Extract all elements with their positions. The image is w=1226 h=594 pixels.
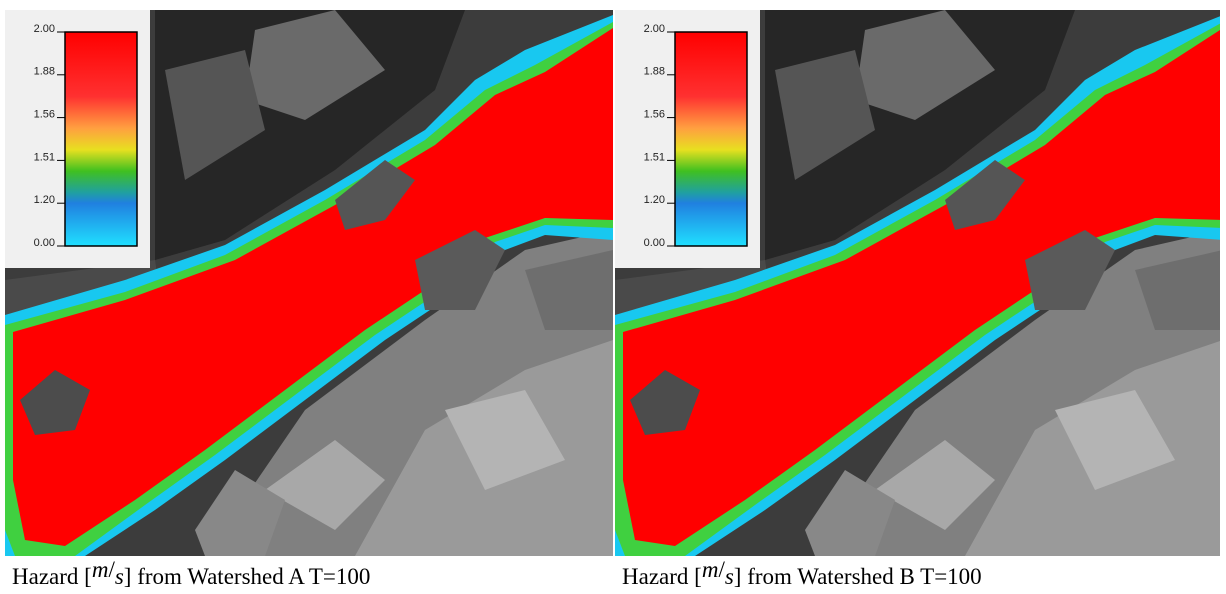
colorbar (64, 31, 138, 247)
legend-tick-label: 1.20 (34, 194, 55, 206)
legend: 2.00 1.88 1.56 1.51 1.20 0.00 (5, 10, 150, 268)
legend-tick-label: 0.00 (34, 237, 55, 249)
legend: 2.00 1.88 1.56 1.51 1.20 0.00 (615, 10, 760, 268)
map-panel: 2.00 1.88 1.56 1.51 1.20 0.00 (615, 10, 1220, 556)
colorbar (674, 31, 748, 247)
legend-tick-label: 1.56 (34, 109, 55, 121)
unit-denominator: s (725, 564, 734, 589)
legend-tick-label: 0.00 (644, 237, 665, 249)
legend-tick-label: 1.56 (644, 109, 665, 121)
legend-tick-label: 2.00 (644, 23, 665, 35)
caption-prefix: Hazard [ (622, 564, 702, 589)
legend-tick-label: 1.88 (34, 66, 55, 78)
caption: Hazard [m/s] from Watershed A T=100 (12, 557, 370, 589)
unit-separator: / (108, 557, 115, 582)
legend-tick-label: 1.88 (644, 66, 665, 78)
caption-suffix: ] from Watershed A T=100 (124, 564, 371, 589)
caption-prefix: Hazard [ (12, 564, 92, 589)
map-panel: 2.00 1.88 1.56 1.51 1.20 0.00 (5, 10, 613, 556)
legend-tick-label: 2.00 (34, 23, 55, 35)
legend-tick-label: 1.51 (34, 151, 55, 163)
legend-tick-label: 1.20 (644, 194, 665, 206)
unit-denominator: s (115, 564, 124, 589)
unit-numerator: m (702, 557, 719, 582)
unit-numerator: m (92, 557, 109, 582)
legend-tick-label: 1.51 (644, 151, 665, 163)
caption-suffix: ] from Watershed B T=100 (734, 564, 982, 589)
caption: Hazard [m/s] from Watershed B T=100 (622, 557, 982, 589)
unit-separator: / (718, 557, 725, 582)
